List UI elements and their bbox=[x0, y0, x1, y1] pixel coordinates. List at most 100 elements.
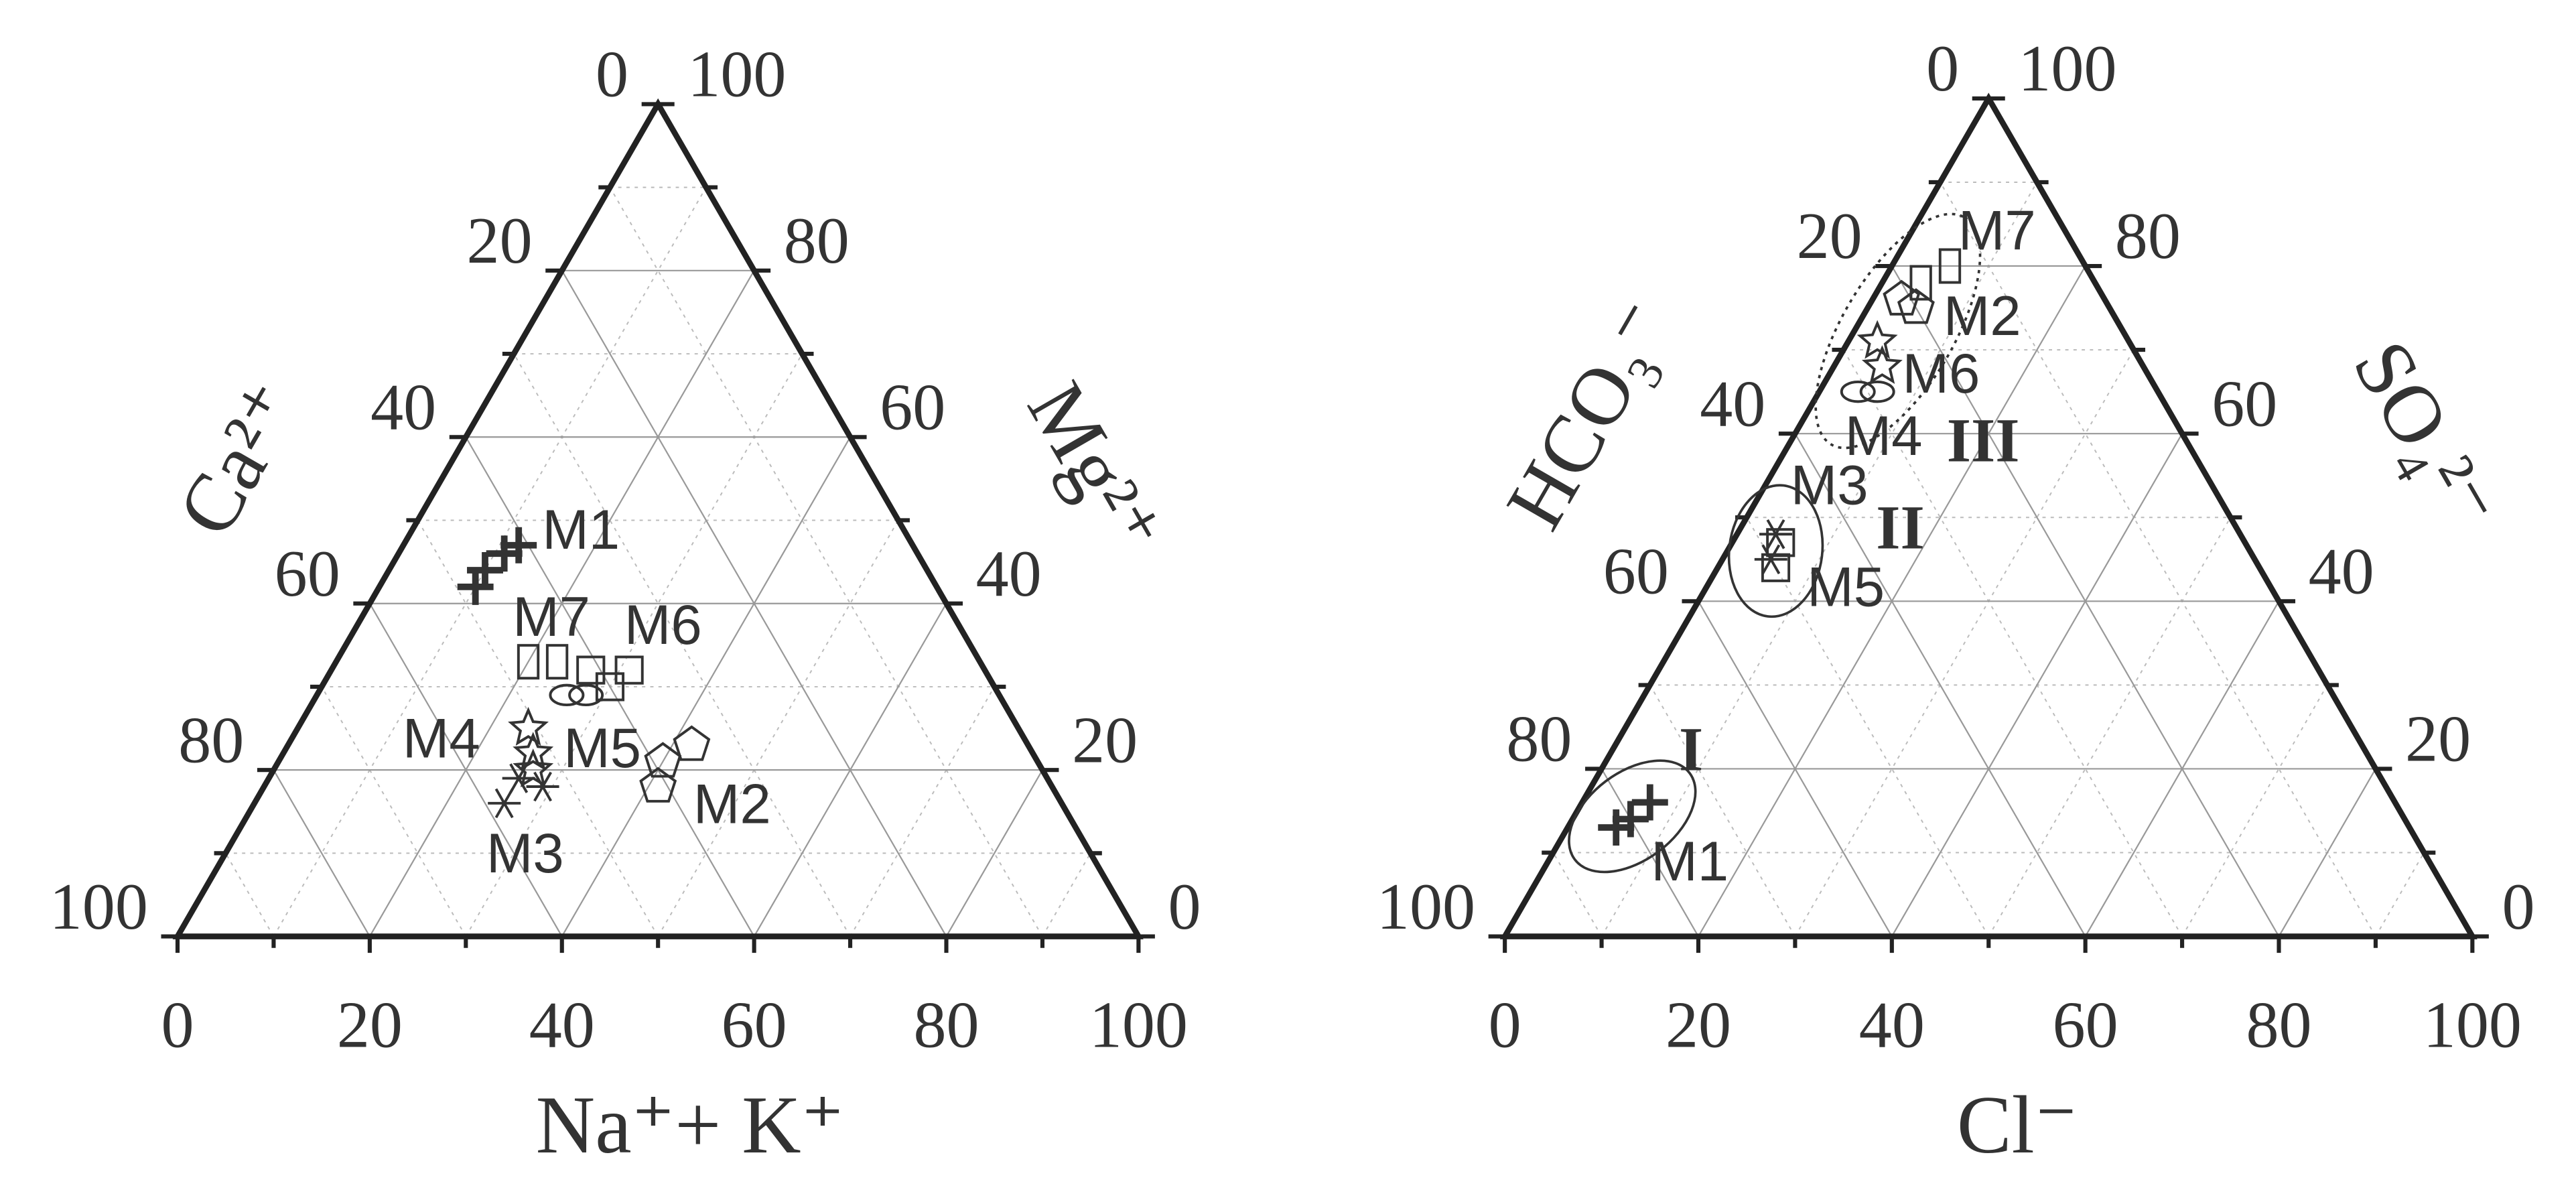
sample-label: M4 bbox=[1845, 405, 1923, 467]
left-tick-label: 100 bbox=[50, 871, 148, 943]
sample-label: M5 bbox=[563, 717, 641, 779]
marker bbox=[517, 644, 540, 680]
grid-line bbox=[945, 769, 1043, 937]
marker bbox=[568, 683, 604, 707]
bottom-tick-label: 100 bbox=[2423, 989, 2522, 1061]
grid-line bbox=[1940, 182, 2376, 937]
marker bbox=[1859, 380, 1895, 403]
sample-label: M4 bbox=[403, 707, 480, 769]
grid-line bbox=[513, 353, 851, 937]
grid-line bbox=[1601, 768, 1699, 937]
left-tick-label: 20 bbox=[467, 205, 533, 277]
marker bbox=[1631, 784, 1668, 821]
grid-line bbox=[2084, 600, 2280, 937]
grid-line bbox=[2375, 852, 2425, 937]
grid-line bbox=[2278, 768, 2376, 937]
marker bbox=[467, 552, 503, 588]
marker-shape bbox=[1909, 265, 1932, 301]
sample-label: M7 bbox=[513, 586, 590, 648]
bottom-tick-label: 20 bbox=[337, 989, 403, 1061]
marker bbox=[1840, 380, 1876, 403]
sample-label: M1 bbox=[542, 499, 620, 561]
bottom-tick-label: 20 bbox=[1666, 989, 1731, 1061]
marker bbox=[1766, 528, 1795, 557]
right-axis-title: SO₄²⁻ bbox=[2335, 326, 2515, 546]
grid-line bbox=[1601, 182, 2038, 937]
marker-shape bbox=[513, 732, 554, 771]
group-ellipse bbox=[1568, 759, 1697, 874]
sample-label: M3 bbox=[486, 822, 564, 884]
marker-shape bbox=[614, 655, 644, 685]
marker-shape bbox=[1859, 380, 1895, 403]
marker bbox=[502, 763, 535, 793]
grid-line bbox=[561, 436, 852, 937]
marker-shape bbox=[1754, 544, 1787, 575]
sample-label: M2 bbox=[1944, 285, 2021, 347]
marker bbox=[1612, 801, 1649, 838]
group-label: II bbox=[1876, 493, 1925, 562]
marker-shape bbox=[488, 788, 521, 819]
bottom-tick-label: 40 bbox=[1859, 989, 1925, 1061]
grid-line bbox=[465, 353, 803, 937]
bottom-tick-label: 60 bbox=[2053, 989, 2118, 1061]
sample-label: M1 bbox=[1651, 830, 1728, 892]
marker-shape bbox=[517, 644, 540, 680]
bottom-tick-label: 60 bbox=[722, 989, 787, 1061]
right-tick-label: 20 bbox=[2405, 704, 2471, 776]
grid-line bbox=[1988, 517, 2232, 937]
marker-shape bbox=[526, 771, 559, 802]
marker-shape bbox=[1631, 784, 1668, 821]
marker bbox=[1856, 320, 1898, 359]
grid-line bbox=[1842, 349, 2183, 937]
sample-label: M3 bbox=[1791, 454, 1869, 517]
right-tick-label: 0 bbox=[2502, 871, 2534, 943]
marker bbox=[639, 767, 677, 803]
grid-line bbox=[1891, 433, 2183, 937]
right-tick-label: 80 bbox=[2115, 200, 2181, 273]
grid-line bbox=[368, 603, 563, 937]
grid-line bbox=[1746, 517, 1990, 937]
marker-shape bbox=[1612, 801, 1649, 838]
right-tick-label: 40 bbox=[2309, 535, 2374, 608]
marker-shape bbox=[639, 767, 677, 803]
left-tick-label: 80 bbox=[178, 704, 244, 777]
sample-label: M5 bbox=[1807, 556, 1885, 618]
group-label: III bbox=[1947, 406, 2020, 475]
marker bbox=[673, 725, 711, 761]
marker-shape bbox=[1759, 519, 1793, 549]
marker bbox=[488, 788, 521, 819]
grid-line bbox=[657, 520, 899, 937]
left-tick-label: 0 bbox=[1926, 33, 1959, 105]
right-tick-label: 0 bbox=[1168, 871, 1201, 943]
marker bbox=[526, 771, 559, 802]
marker-shape bbox=[1938, 248, 1962, 284]
left-tick-label: 100 bbox=[1377, 871, 1475, 943]
marker-shape bbox=[1861, 345, 1903, 385]
marker-shape bbox=[1840, 380, 1876, 403]
right-tick-label: 80 bbox=[784, 205, 850, 277]
bottom-axis-title: Cl⁻ bbox=[1957, 1079, 2078, 1171]
bottom-tick-label: 40 bbox=[529, 989, 595, 1061]
bottom-axis-title: Na⁺+ K⁺ bbox=[536, 1079, 845, 1171]
group-label: I bbox=[1679, 715, 1703, 784]
grid-line bbox=[753, 603, 947, 937]
marker-shape bbox=[508, 707, 549, 746]
marker-shape bbox=[644, 742, 682, 778]
marker bbox=[513, 748, 554, 788]
grid-line bbox=[1042, 852, 1091, 937]
marker-shape bbox=[513, 748, 554, 788]
marker-shape bbox=[576, 655, 606, 685]
left-tick-label: 80 bbox=[1506, 704, 1572, 776]
bottom-tick-label: 100 bbox=[1089, 989, 1188, 1061]
left-tick-label: 0 bbox=[596, 39, 628, 111]
marker bbox=[1909, 265, 1932, 301]
left-axis-title: HCO₃⁻ bbox=[1489, 285, 1690, 543]
left-tick-label: 40 bbox=[370, 371, 436, 444]
right-tick-label: 40 bbox=[976, 538, 1042, 610]
bottom-tick-label: 0 bbox=[1489, 989, 1521, 1061]
sample-label: M2 bbox=[693, 773, 771, 835]
sample-label: M6 bbox=[624, 594, 702, 656]
marker bbox=[513, 732, 554, 771]
grid-line bbox=[1698, 600, 1893, 937]
grid-line bbox=[321, 686, 467, 937]
